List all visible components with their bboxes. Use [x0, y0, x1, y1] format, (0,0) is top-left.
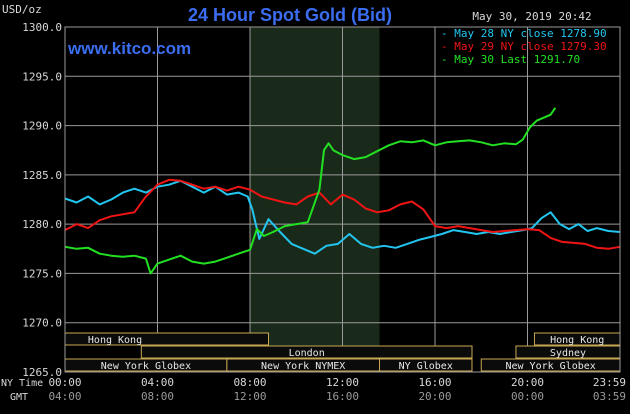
session-label: London — [289, 348, 325, 359]
chart-title: 24 Hour Spot Gold (Bid) — [188, 5, 392, 25]
y-tick-label: 1285.0 — [22, 169, 62, 182]
session-label: New York Globex — [101, 361, 191, 372]
session-label: Sydney — [550, 348, 586, 359]
x-tick-label-ny: 08:00 — [233, 376, 266, 389]
legend-entry: - May 29 NY close 1279.30 — [441, 40, 607, 53]
series-line-may-30-last — [64, 107, 557, 275]
x-tick-label-ny: 12:00 — [326, 376, 359, 389]
x-tick-label-gmt: 12:00 — [233, 390, 266, 403]
x-axis-ticks: 00:0004:0004:0008:0008:0012:0012:0016:00… — [48, 376, 626, 403]
x-tick-label-ny: 04:00 — [141, 376, 174, 389]
session-label: Hong Kong — [88, 335, 142, 346]
x-tick-label-gmt: 20:00 — [418, 390, 451, 403]
x-tick-label-ny: 20:00 — [511, 376, 544, 389]
y-tick-label: 1300.0 — [22, 21, 62, 34]
session-label: NY Globex — [399, 361, 453, 372]
gmt-label: GMT — [10, 392, 28, 403]
x-tick-label-gmt: 04:00 — [48, 390, 81, 403]
y-axis-unit: USD/oz — [2, 3, 42, 16]
legend-entry: - May 28 NY close 1278.90 — [441, 27, 607, 40]
y-tick-label: 1275.0 — [22, 267, 62, 280]
ny-time-label: NY Time — [1, 378, 43, 389]
session-label: Hong Kong — [550, 335, 604, 346]
x-tick-label-gmt: 08:00 — [141, 390, 174, 403]
y-tick-label: 1295.0 — [22, 70, 62, 83]
x-tick-label-ny: 00:00 — [48, 376, 81, 389]
legend: - May 28 NY close 1278.90- May 29 NY clo… — [441, 27, 607, 66]
session-box — [140, 345, 473, 359]
chart-datetime: May 30, 2019 20:42 — [472, 10, 591, 23]
website-watermark: www.kitco.com — [67, 39, 191, 58]
y-axis-ticks: 1300.0 1295.0 1290.0 1285.0 1280.0 1275.0 1270… — [22, 21, 62, 379]
plot-frame — [64, 26, 621, 373]
session-box — [379, 358, 473, 372]
series-line-may-28-ny-close — [64, 179, 621, 255]
y-tick-label: 1280.0 — [22, 218, 62, 231]
plot-lines — [64, 107, 621, 275]
x-tick-label-ny: 23:59 — [593, 376, 626, 389]
y-tick-label: 1265.0 — [22, 366, 62, 379]
y-tick-label: 1270.0 — [22, 317, 62, 330]
legend-entry: - May 30 Last 1291.70 — [441, 53, 580, 66]
x-tick-label-gmt: 03:59 — [593, 390, 626, 403]
series-line-may-29-ny-close — [64, 178, 621, 250]
session-label: New York NYMEX — [261, 361, 345, 372]
x-tick-label-gmt: 16:00 — [326, 390, 359, 403]
x-tick-label-ny: 16:00 — [418, 376, 451, 389]
trading-sessions: Hong Kong London New York Globex New York N… — [64, 332, 621, 372]
y-tick-label: 1290.0 — [22, 120, 62, 133]
session-label: New York Globex — [505, 361, 595, 372]
x-tick-label-gmt: 00:00 — [511, 390, 544, 403]
